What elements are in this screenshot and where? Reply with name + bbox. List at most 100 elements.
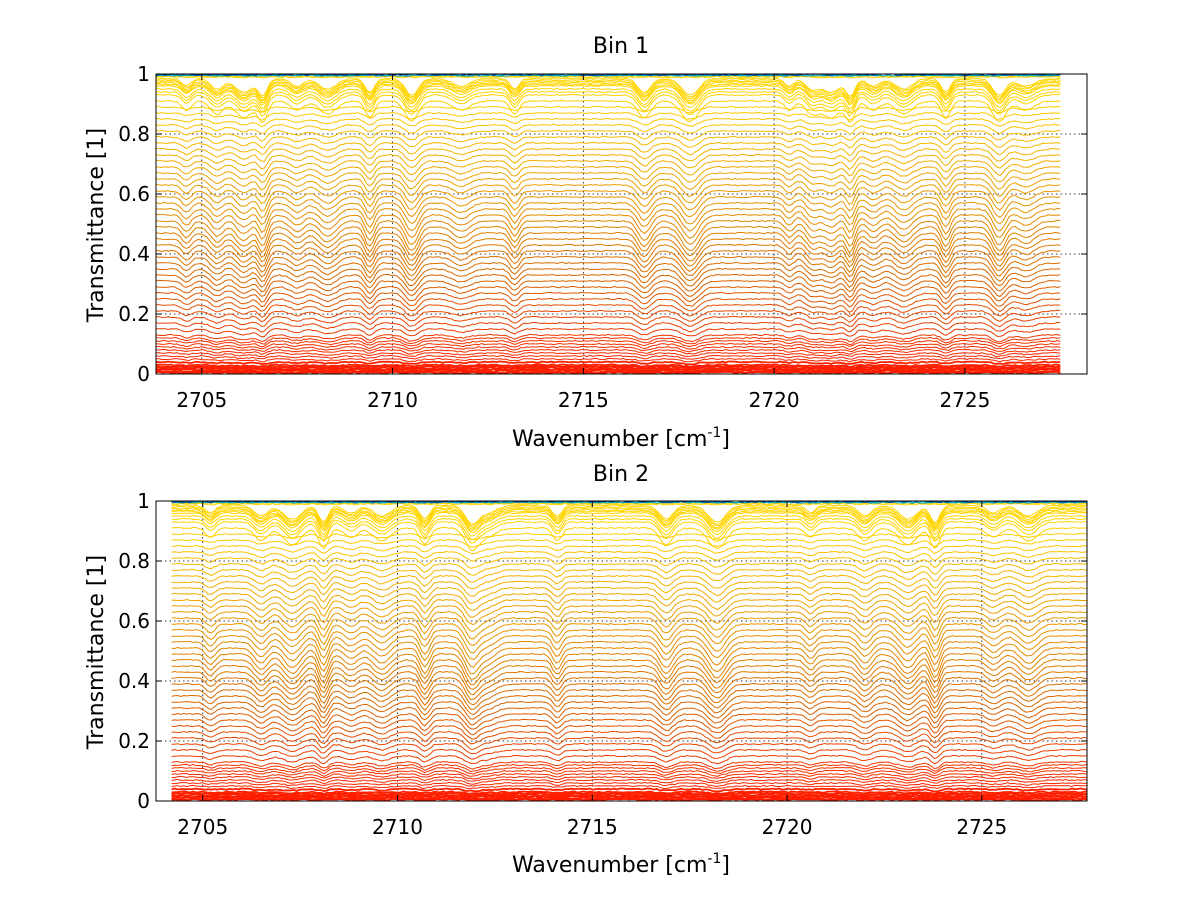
series-line	[171, 790, 1088, 795]
series-line	[171, 754, 1088, 765]
x-tick-label: 2710	[372, 815, 423, 839]
series-line	[171, 517, 1088, 541]
x-tick-label: 2710	[367, 388, 418, 412]
axes-frame	[155, 500, 1088, 802]
series-line	[155, 165, 1061, 184]
x-tick-labels: 2705 2710 2715 2720 2725	[176, 388, 990, 412]
x-tick-label: 2715	[558, 388, 609, 412]
series-line	[155, 249, 1061, 273]
series-line	[156, 147, 1061, 163]
series-line	[171, 658, 1088, 686]
series-line	[155, 354, 1061, 360]
series-line	[171, 634, 1088, 661]
y-tick-label: 0.2	[118, 729, 150, 753]
series-line	[155, 261, 1061, 283]
series-line	[171, 706, 1087, 726]
series-line	[155, 351, 1061, 358]
series-line	[171, 514, 1088, 537]
x-tick-label: 2725	[956, 815, 1007, 839]
series-line	[155, 129, 1061, 142]
series-line	[171, 505, 1088, 526]
series-line	[171, 502, 1088, 506]
series-line	[171, 562, 1088, 577]
series-line	[171, 580, 1088, 597]
series-line	[155, 171, 1061, 191]
chart-panel-bin-1: Bin 1 2705 2710 2715 2720 2725 0 0.2 0.4 0.6 0.8…	[84, 34, 1088, 452]
series-line	[171, 628, 1088, 654]
series-line	[171, 676, 1088, 701]
series-line	[155, 90, 1061, 113]
series-line	[171, 769, 1088, 777]
series-line	[171, 568, 1088, 583]
series-line	[171, 604, 1088, 626]
series-line	[155, 99, 1061, 124]
series-line	[171, 544, 1088, 555]
series-line	[155, 357, 1061, 363]
series-line	[171, 712, 1088, 730]
series-line	[171, 556, 1088, 569]
series-line	[171, 694, 1088, 716]
series-line	[171, 775, 1088, 782]
series-line	[155, 327, 1061, 338]
series-line	[171, 766, 1088, 775]
series-line	[155, 303, 1061, 318]
y-tick-label: 0.6	[118, 182, 150, 206]
series-line	[155, 333, 1061, 343]
series-line	[171, 640, 1088, 668]
series-line	[155, 111, 1061, 121]
series-line	[155, 207, 1061, 234]
series-line	[171, 504, 1088, 525]
series-line	[171, 622, 1088, 646]
tick-marks	[156, 73, 1087, 375]
series-line	[155, 141, 1061, 156]
series-line	[171, 787, 1088, 793]
chart-title: Bin 1	[593, 34, 649, 59]
series-line	[171, 742, 1088, 754]
y-axis-label: Transmittance [1]	[84, 128, 109, 323]
series-line	[155, 267, 1061, 289]
series-line	[171, 682, 1088, 706]
y-tick-labels: 0 0.2 0.4 0.6 0.8 1	[118, 62, 150, 386]
series-line	[155, 195, 1061, 220]
series-line	[171, 501, 1088, 505]
y-tick-label: 0.8	[118, 549, 150, 573]
series-line	[155, 291, 1061, 308]
series-line	[155, 81, 1061, 103]
y-tick-label: 0.8	[118, 122, 150, 146]
series-line	[171, 616, 1088, 640]
series-line	[155, 177, 1061, 198]
series-line	[155, 231, 1061, 258]
series-line	[156, 363, 1061, 368]
series-line	[171, 646, 1088, 675]
series-line	[155, 201, 1061, 226]
y-tick-label: 0.2	[118, 302, 150, 326]
series-line	[171, 748, 1088, 760]
y-tick-label: 0	[137, 789, 150, 813]
series-line	[171, 574, 1088, 590]
series-line	[155, 255, 1061, 278]
series-line	[171, 736, 1088, 750]
y-tick-labels: 0 0.2 0.4 0.6 0.8 1	[118, 489, 150, 813]
series-line	[171, 730, 1088, 745]
x-tick-label: 2705	[177, 815, 228, 839]
x-tick-label: 2720	[762, 815, 813, 839]
series-line	[155, 366, 1061, 371]
chart-panel-bin-2: Bin 2 2705 2710 2715 2720 2725 0 0.2 0.4 0.6 0.8…	[84, 462, 1088, 878]
x-tick-label: 2715	[567, 815, 618, 839]
series-line	[171, 781, 1087, 787]
series-line	[155, 93, 1061, 117]
series-line	[171, 598, 1087, 618]
series-line	[171, 760, 1088, 770]
series-line	[155, 219, 1061, 247]
series-line	[155, 342, 1061, 350]
series-line	[155, 78, 1061, 100]
tick-marks	[156, 500, 1087, 802]
series-line	[171, 724, 1088, 740]
series-line	[171, 511, 1087, 534]
series-line	[171, 664, 1088, 690]
series-line	[155, 105, 1061, 114]
x-axis-label: Wavenumber [cm-1]	[512, 851, 730, 878]
series-line	[171, 763, 1088, 773]
series-line	[171, 718, 1088, 736]
